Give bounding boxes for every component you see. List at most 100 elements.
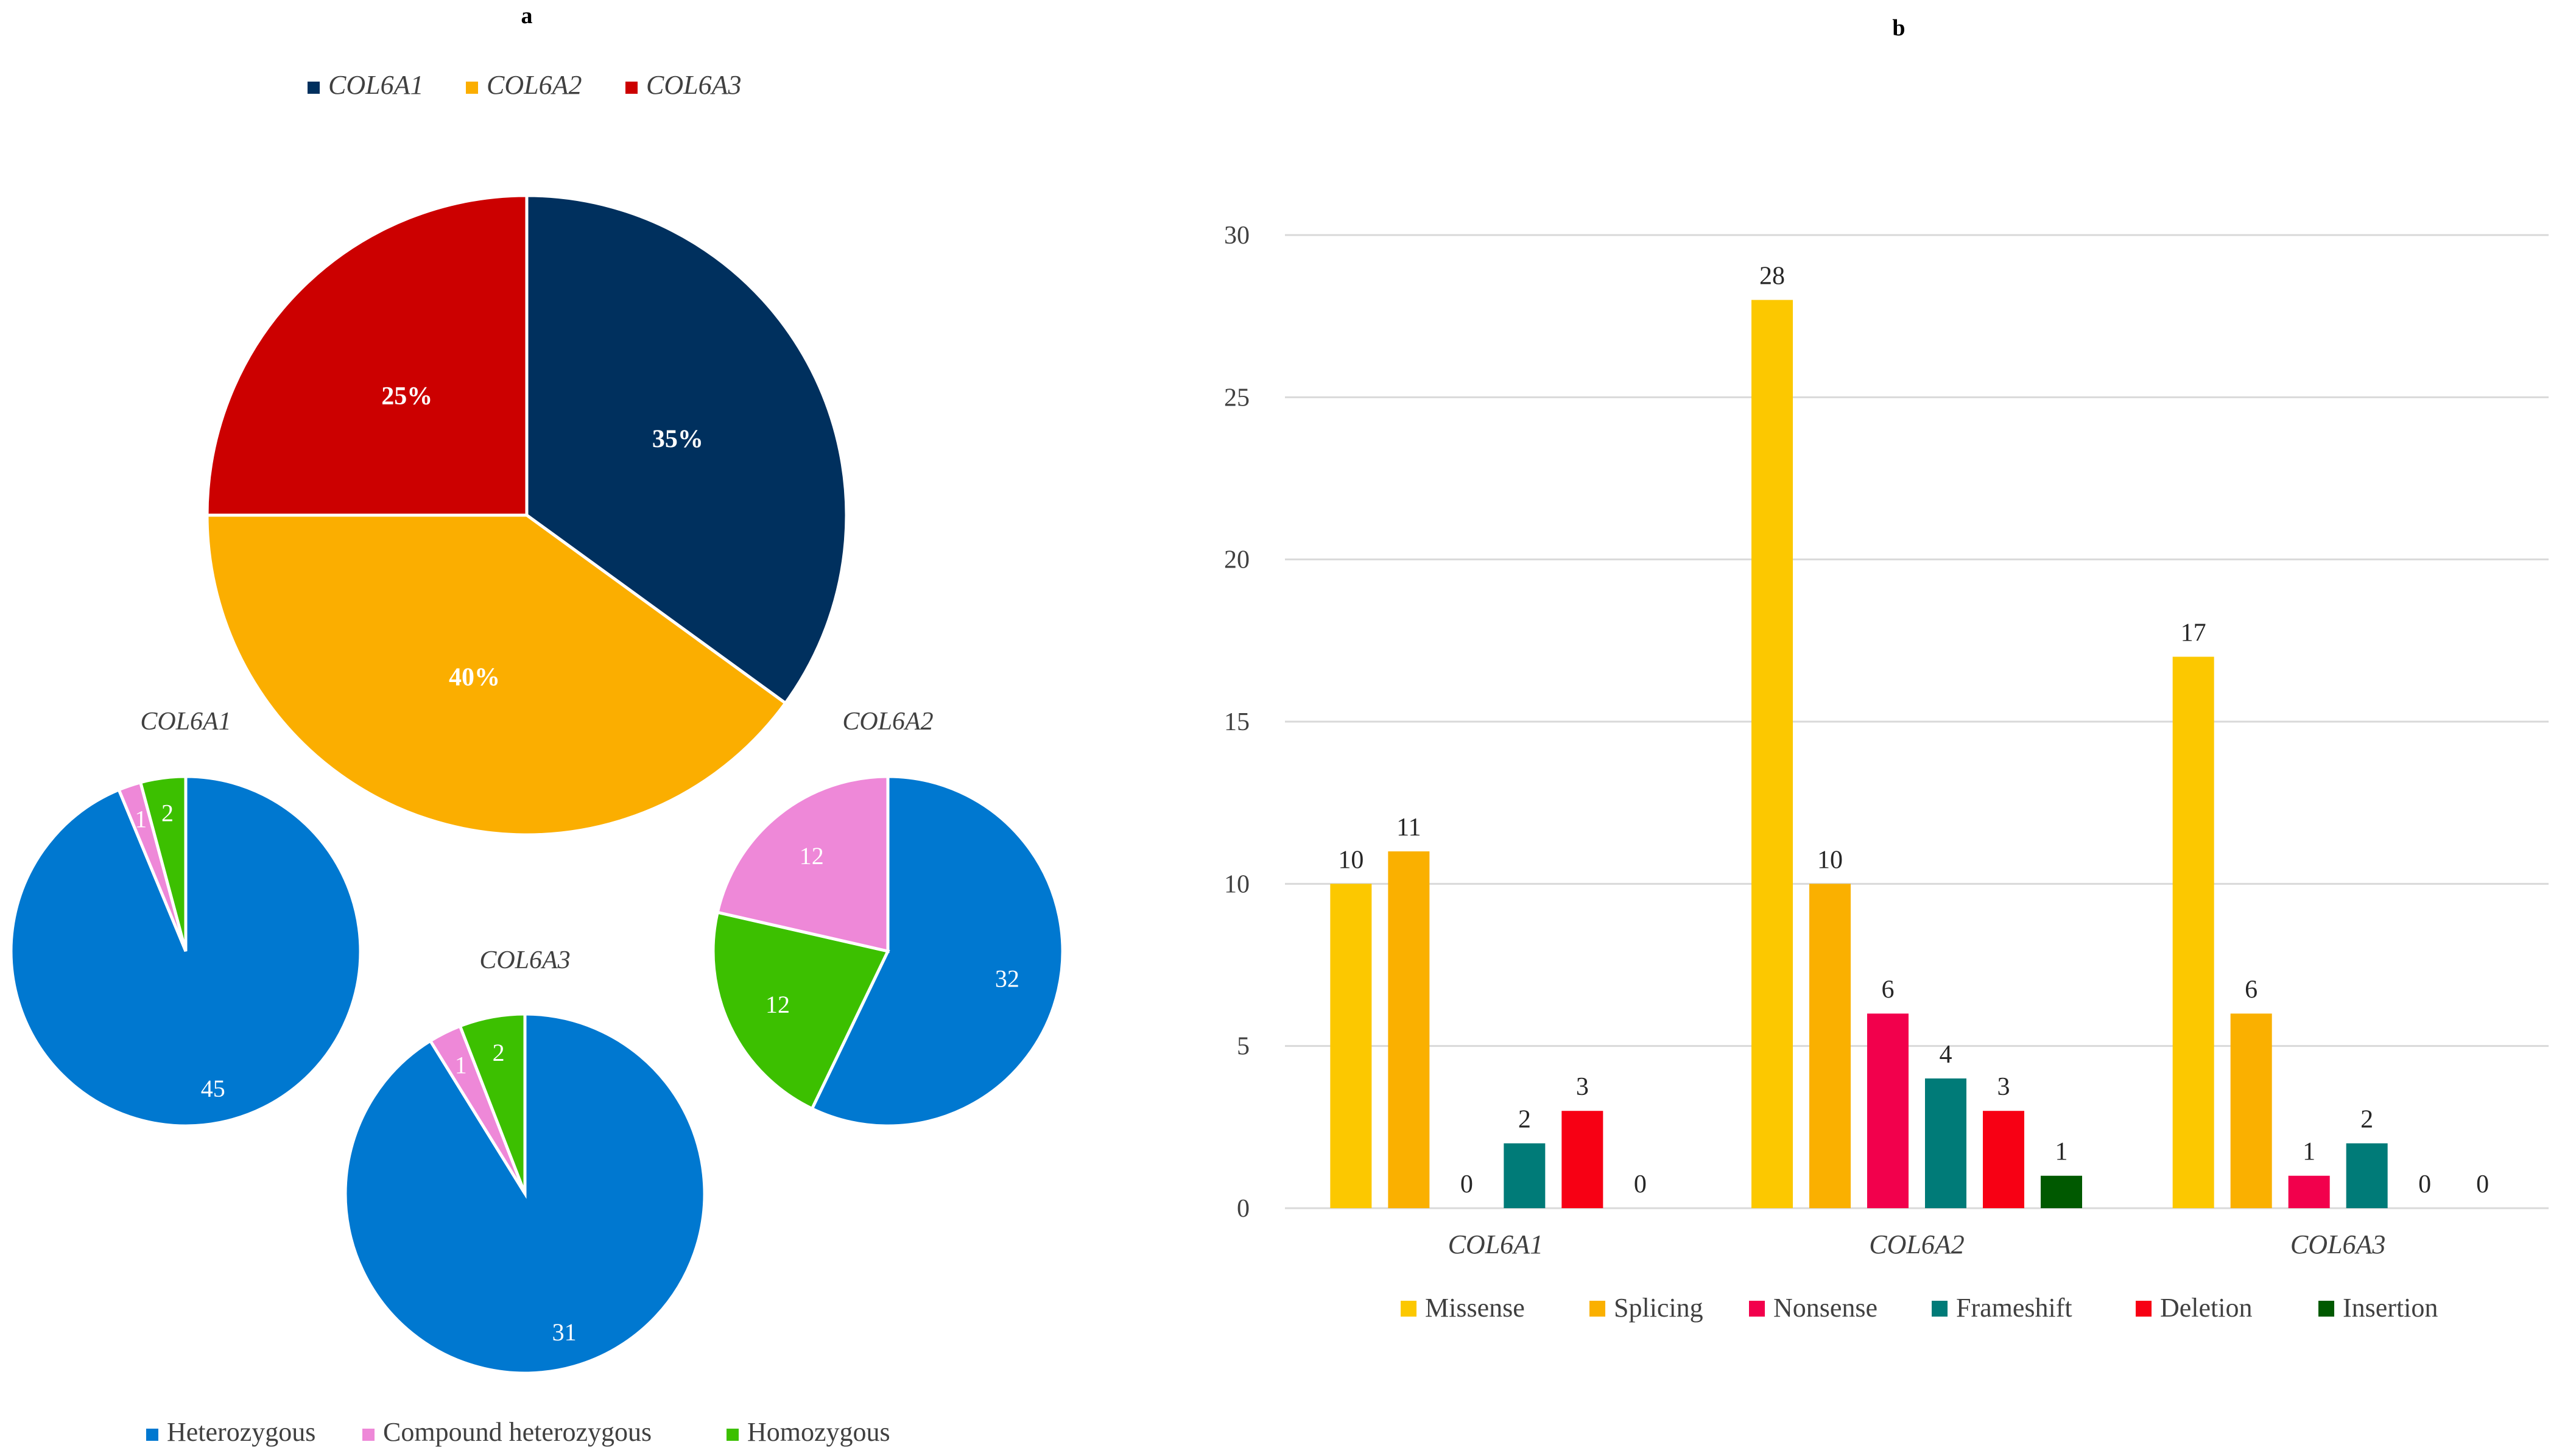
legend-swatch-compound-heterozygous: [362, 1429, 375, 1441]
pie-title-col6a1: COL6A1: [140, 708, 231, 736]
legend-swatch-splicing: [1589, 1301, 1605, 1317]
bar-col6a3-nonsense: [2288, 1175, 2330, 1208]
bar-value-col6a1-nonsense: 0: [1460, 1170, 1473, 1198]
bar-value-col6a2-nonsense: 6: [1882, 976, 1895, 1004]
bar-value-col6a3-frameshift: 2: [2360, 1105, 2373, 1133]
bar-value-col6a2-frameshift: 4: [1940, 1041, 1952, 1069]
y-tick-label-0: 0: [1237, 1195, 1250, 1223]
pie-title-col6a2: COL6A2: [842, 708, 933, 736]
pie-slice-homozygous: [138, 775, 188, 952]
legend-label-heterozygous: Heterozygous: [167, 1417, 315, 1447]
panel-a-label: a: [521, 3, 533, 29]
bar-value-col6a3-nonsense: 1: [2303, 1138, 2315, 1166]
y-tick-label-20: 20: [1224, 546, 1250, 574]
pie-slice-label-compound-heterozygous: 12: [800, 842, 824, 870]
bar-col6a3-splicing: [2230, 1013, 2272, 1208]
bar-col6a2-insertion: [2041, 1175, 2082, 1208]
bar-col6a1-missense: [1330, 884, 1372, 1208]
zygosity-pie-col6a2: 32 12 12: [711, 775, 1065, 1128]
bar-value-col6a1-missense: 10: [1338, 846, 1364, 874]
x-tick-label-col6a1: COL6A1: [1448, 1230, 1543, 1259]
bar-col6a2-splicing: [1809, 884, 1851, 1208]
pie-slice-label-compound-heterozygous: 1: [455, 1052, 467, 1079]
bar-value-col6a2-missense: 28: [1759, 262, 1785, 290]
gene-legend: COL6A1 COL6A2 COL6A3: [308, 70, 741, 100]
legend-label-insertion: Insertion: [2343, 1293, 2438, 1323]
y-tick-label-30: 30: [1224, 222, 1250, 250]
bar-value-col6a2-deletion: 3: [1997, 1073, 2010, 1101]
pie-slice-label-compound-heterozygous: 1: [135, 806, 147, 833]
legend-label-compound-heterozygous: Compound heterozygous: [383, 1417, 652, 1447]
legend-label-nonsense: Nonsense: [1773, 1293, 1877, 1323]
pie-slice-label-col6a2: 40%: [449, 663, 500, 691]
pie-slice-label-heterozygous: 45: [201, 1075, 225, 1102]
variant-legend: Missense Splicing Nonsense Frameshift Deleti…: [1401, 1293, 2438, 1323]
pie-slice-label-heterozygous: 32: [995, 965, 1019, 993]
bar-value-col6a2-insertion: 1: [2055, 1138, 2068, 1166]
legend-swatch-frameshift: [1932, 1301, 1948, 1317]
legend-swatch-insertion: [2318, 1301, 2334, 1317]
bar-col6a3-frameshift: [2346, 1143, 2388, 1208]
pie-slice-label-homozygous: 2: [161, 799, 174, 826]
bar-value-col6a1-deletion: 3: [1576, 1073, 1589, 1101]
variant-bar-chart: 05101520253010110230COL6A128106431COL6A2…: [1224, 222, 2549, 1259]
pie-slice-compound-heterozygous: [716, 775, 890, 954]
bar-value-col6a2-splicing: 10: [1817, 846, 1843, 874]
x-tick-label-col6a3: COL6A3: [2290, 1230, 2385, 1259]
bar-value-col6a3-missense: 17: [2181, 619, 2206, 647]
bar-value-col6a3-splicing: 6: [2245, 976, 2258, 1004]
pie-slice-label-heterozygous: 31: [552, 1318, 577, 1346]
legend-label-missense: Missense: [1425, 1293, 1525, 1323]
legend-swatch-heterozygous: [146, 1429, 158, 1441]
x-tick-label-col6a2: COL6A2: [1869, 1230, 1964, 1259]
legend-swatch-missense: [1401, 1301, 1416, 1317]
bar-value-col6a3-insertion: 0: [2476, 1170, 2489, 1198]
pie-slice-label-homozygous: 2: [493, 1039, 505, 1066]
bar-value-col6a3-deletion: 0: [2418, 1170, 2431, 1198]
zygosity-legend: Heterozygous Compound heterozygous Homozyg…: [146, 1417, 890, 1447]
legend-label-deletion: Deletion: [2160, 1293, 2253, 1323]
pie-slice-col6a1: [525, 194, 848, 706]
pie-slice-col6a3: [205, 194, 529, 517]
pie-slice-heterozygous: [810, 775, 1065, 1128]
zygosity-pie-col6a3: 31 1 2: [343, 1012, 706, 1375]
legend-label-col6a3: COL6A3: [646, 70, 741, 100]
legend-label-splicing: Splicing: [1614, 1293, 1703, 1323]
y-tick-label-25: 25: [1224, 384, 1250, 412]
legend-swatch-col6a1: [308, 82, 320, 94]
bar-col6a2-nonsense: [1867, 1013, 1909, 1208]
y-tick-label-5: 5: [1237, 1033, 1250, 1061]
pie-slice-col6a2: [205, 513, 788, 837]
bar-col6a1-deletion: [1561, 1111, 1603, 1208]
bar-col6a1-frameshift: [1504, 1143, 1546, 1208]
legend-label-col6a2: COL6A2: [487, 70, 582, 100]
bar-value-col6a1-insertion: 0: [1634, 1170, 1647, 1198]
legend-swatch-homozygous: [727, 1429, 739, 1441]
legend-swatch-col6a2: [466, 82, 478, 94]
bar-col6a3-missense: [2172, 656, 2214, 1208]
pie-slice-label-col6a1: 35%: [652, 425, 703, 453]
bar-col6a2-missense: [1751, 300, 1793, 1208]
legend-label-frameshift: Frameshift: [1956, 1293, 2072, 1323]
legend-swatch-deletion: [2136, 1301, 2152, 1317]
y-tick-label-10: 10: [1224, 870, 1250, 898]
legend-swatch-nonsense: [1749, 1301, 1765, 1317]
pie-title-col6a3: COL6A3: [479, 946, 570, 974]
bar-col6a2-frameshift: [1925, 1078, 1966, 1208]
panel-b-label: b: [1892, 15, 1905, 41]
bar-col6a1-splicing: [1388, 851, 1430, 1208]
pie-slice-label-col6a3: 25%: [381, 382, 432, 410]
bar-col6a2-deletion: [1983, 1111, 2024, 1208]
zygosity-pie-col6a1: 45 1 2: [9, 775, 362, 1128]
legend-label-homozygous: Homozygous: [747, 1417, 890, 1447]
bar-value-col6a1-frameshift: 2: [1518, 1105, 1531, 1133]
bar-value-col6a1-splicing: 11: [1396, 814, 1421, 842]
legend-swatch-col6a3: [625, 82, 638, 94]
pie-slice-homozygous: [711, 910, 890, 1111]
y-tick-label-15: 15: [1224, 708, 1250, 736]
pie-slice-label-homozygous: 12: [765, 991, 790, 1018]
legend-label-col6a1: COL6A1: [328, 70, 423, 100]
pie-slice-homozygous: [458, 1012, 527, 1194]
gene-share-pie: 35% 40% 25%: [205, 194, 848, 837]
